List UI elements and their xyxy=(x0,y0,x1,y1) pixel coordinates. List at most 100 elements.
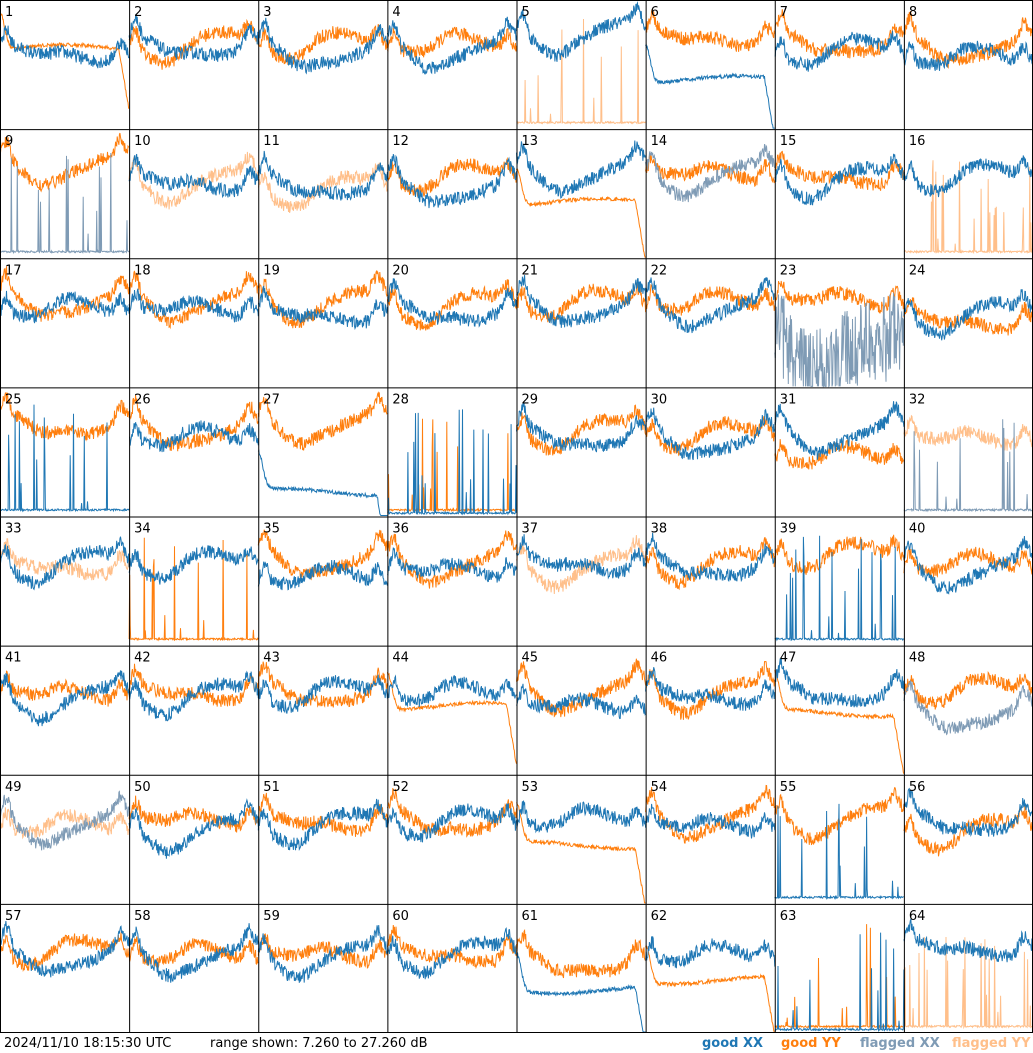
series-yy-47 xyxy=(774,669,905,774)
panel-label: 25 xyxy=(5,392,22,407)
series-yy-28 xyxy=(387,418,517,513)
panel-label: 33 xyxy=(5,522,22,537)
panel-label: 43 xyxy=(263,651,280,666)
antenna-panel-2: 2 xyxy=(128,5,259,70)
panel-label: 55 xyxy=(780,780,797,795)
series-yy-31 xyxy=(774,439,905,470)
series-xx-54 xyxy=(645,803,776,839)
panel-label: 51 xyxy=(263,780,280,795)
series-yy-40 xyxy=(903,546,1033,578)
panel-label: 17 xyxy=(5,263,22,278)
series-yy-32 xyxy=(903,414,1033,451)
antenna-panel-15: 15 xyxy=(774,134,905,206)
series-yy-26 xyxy=(128,395,259,452)
antenna-panel-9: 9 xyxy=(0,132,130,255)
series-xx-21 xyxy=(516,275,647,328)
panel-label: 14 xyxy=(651,134,668,149)
series-yy-18 xyxy=(128,270,259,330)
antenna-panel-40: 40 xyxy=(903,522,1033,595)
series-yy-13 xyxy=(516,167,646,258)
panel-label: 46 xyxy=(651,651,668,666)
panel-label: 6 xyxy=(651,5,659,20)
panel-label: 2 xyxy=(134,5,142,20)
series-xx-47 xyxy=(774,657,905,708)
series-yy-11 xyxy=(257,162,388,214)
series-xx-53 xyxy=(516,800,647,834)
antenna-panel-8: 8 xyxy=(903,5,1033,71)
antenna-panel-12: 12 xyxy=(386,134,517,209)
series-xx-15 xyxy=(774,153,905,206)
series-yy-64 xyxy=(903,936,1033,1030)
series-xx-62 xyxy=(645,936,776,969)
series-yy-24 xyxy=(903,297,1033,336)
antenna-panel-43: 43 xyxy=(257,651,388,714)
antenna-panel-50: 50 xyxy=(128,780,259,859)
series-xx-30 xyxy=(645,407,776,461)
panel-label: 50 xyxy=(134,780,151,795)
panel-label: 13 xyxy=(522,134,539,149)
antenna-panel-22: 22 xyxy=(645,263,776,334)
panel-label: 3 xyxy=(263,5,271,20)
panel-label: 4 xyxy=(392,5,400,20)
series-yy-16 xyxy=(903,160,1033,255)
series-xx-61 xyxy=(516,950,646,1033)
panel-label: 27 xyxy=(263,392,280,407)
series-yy-61 xyxy=(516,929,647,979)
antenna-panel-26: 26 xyxy=(128,392,259,453)
panel-label: 42 xyxy=(134,651,151,666)
series-yy-35 xyxy=(257,529,388,581)
antenna-panel-33: 33 xyxy=(0,522,130,591)
series-yy-10 xyxy=(128,151,259,210)
series-xx-19 xyxy=(257,285,388,331)
series-yy-53 xyxy=(516,802,646,904)
series-yy-29 xyxy=(516,404,647,456)
series-xx-1 xyxy=(0,25,130,69)
panel-label: 64 xyxy=(909,909,926,924)
antenna-panel-54: 54 xyxy=(645,780,776,844)
series-yy-62 xyxy=(645,944,775,1033)
antenna-panel-41: 41 xyxy=(0,651,130,727)
panel-label: 52 xyxy=(392,780,409,795)
panel-label: 40 xyxy=(909,522,926,537)
panel-label: 39 xyxy=(780,522,797,537)
series-xx-23 xyxy=(774,292,905,388)
antenna-panel-30: 30 xyxy=(645,392,776,461)
panel-label: 7 xyxy=(780,5,788,20)
series-yy-6 xyxy=(645,7,776,52)
series-yy-51 xyxy=(257,792,388,837)
series-xx-40 xyxy=(903,535,1033,595)
panel-label: 61 xyxy=(522,909,539,924)
antenna-panel-5: 5 xyxy=(516,1,647,125)
series-xx-9 xyxy=(0,152,130,255)
antenna-panel-46: 46 xyxy=(645,651,776,720)
antenna-panel-38: 38 xyxy=(645,522,776,591)
antenna-panel-19: 19 xyxy=(257,263,388,331)
antenna-panel-36: 36 xyxy=(386,522,517,589)
series-yy-14 xyxy=(645,153,776,188)
antenna-panel-16: 16 xyxy=(903,134,1033,255)
series-yy-38 xyxy=(645,536,776,591)
panel-label: 62 xyxy=(651,909,668,924)
antenna-panel-20: 20 xyxy=(386,263,517,331)
antenna-panel-29: 29 xyxy=(516,392,647,456)
antenna-panel-35: 35 xyxy=(257,522,388,591)
series-yy-5 xyxy=(516,18,647,125)
series-xx-64 xyxy=(903,917,1033,963)
series-xx-24 xyxy=(903,289,1033,341)
series-xx-27 xyxy=(257,449,388,516)
panel-label: 5 xyxy=(522,5,530,20)
panel-label: 20 xyxy=(392,263,409,278)
antenna-panel-24: 24 xyxy=(903,263,1033,341)
antenna-panel-11: 11 xyxy=(257,134,388,214)
series-xx-10 xyxy=(128,153,259,199)
series-xx-20 xyxy=(387,278,517,328)
series-xx-29 xyxy=(516,402,647,453)
series-xx-12 xyxy=(386,154,517,209)
antenna-panel-1: 1 xyxy=(0,5,130,109)
panel-label: 58 xyxy=(134,909,151,924)
legend-flagged-yy: flagged YY xyxy=(952,1036,1031,1051)
panel-label: 1 xyxy=(5,5,13,20)
series-xx-45 xyxy=(516,683,646,720)
